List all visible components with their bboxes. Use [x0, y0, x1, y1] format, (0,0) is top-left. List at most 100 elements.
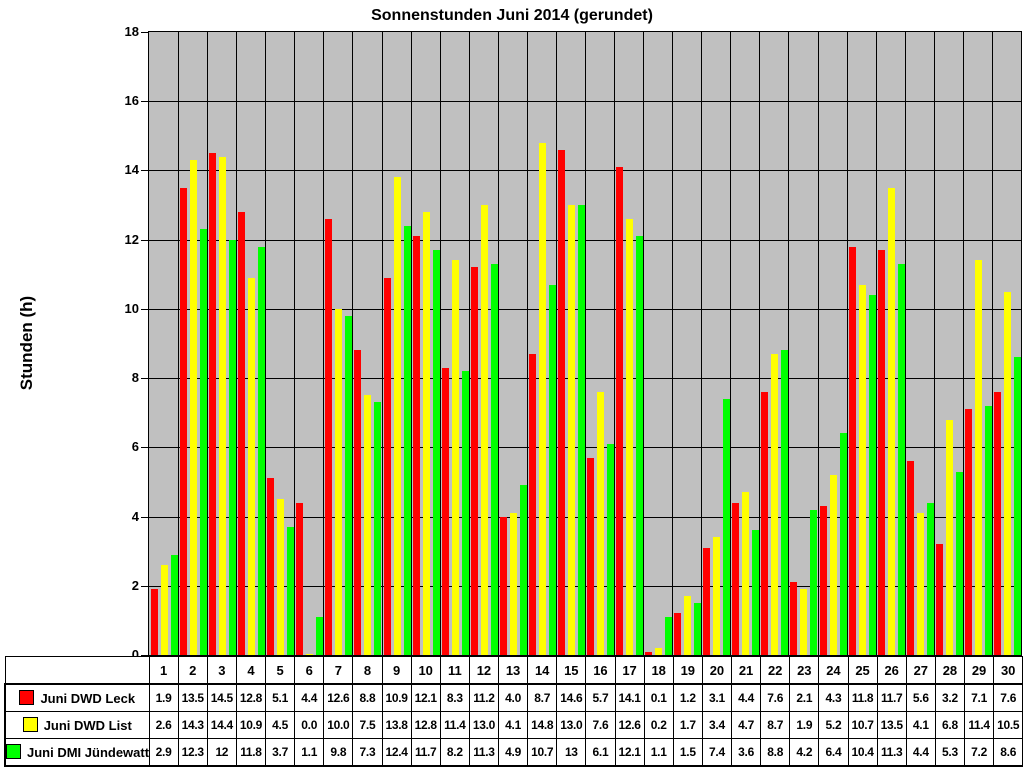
- value-cell: 4.5: [264, 711, 296, 739]
- day-header-cell: 19: [672, 656, 703, 685]
- bar-juendewatt-day-1: [171, 555, 178, 655]
- bar-leck-day-4: [238, 212, 245, 655]
- bar-leck-day-18: [645, 652, 652, 655]
- day-header-cell: 29: [963, 656, 995, 685]
- legend-label: Juni DWD Leck: [40, 691, 136, 706]
- bar-leck-day-10: [413, 236, 420, 655]
- series-row: Juni DWD Leck 1.9 13.5 14.5 12.8 5.1 4.4 12.6 8.…: [4, 683, 1024, 712]
- bar-leck-day-3: [209, 153, 216, 655]
- day-header-cell: 2: [177, 656, 208, 685]
- bar-list-day-17: [626, 219, 633, 655]
- value-cell: 1.2: [672, 683, 703, 712]
- day-header-cell: 21: [730, 656, 762, 685]
- bar-leck-day-28: [936, 544, 943, 655]
- value-cell: 5.3: [934, 738, 966, 767]
- gridline-vertical: [498, 32, 499, 655]
- chart-title: Sonnenstunden Juni 2014 (gerundet): [371, 7, 653, 24]
- bar-list-day-20: [713, 537, 720, 655]
- bar-list-day-3: [219, 157, 226, 655]
- value-cell: 1.1: [294, 738, 325, 767]
- value-cell: 4.1: [497, 711, 529, 739]
- bar-juendewatt-day-13: [520, 485, 527, 655]
- day-header-cell: 8: [352, 656, 383, 685]
- value-cell: 4.4: [294, 683, 325, 712]
- bar-juendewatt-day-16: [607, 444, 614, 655]
- legend-color-swatch-leck: [19, 690, 35, 705]
- value-cell: 10.0: [323, 711, 354, 739]
- bar-leck-day-5: [267, 478, 274, 655]
- bar-list-day-30: [1004, 292, 1011, 655]
- value-cell: 7.2: [963, 738, 995, 767]
- gridline-vertical: [730, 32, 731, 655]
- bar-list-day-16: [597, 392, 604, 655]
- value-cell: 3.2: [934, 683, 966, 712]
- value-cell: 12.1: [614, 738, 645, 767]
- value-cell: 1.9: [148, 683, 179, 712]
- value-cell: 10.7: [847, 711, 878, 739]
- value-cell: 2.9: [148, 738, 179, 767]
- gridline-vertical: [411, 32, 412, 655]
- value-cell: 11.8: [235, 738, 267, 767]
- y-axis-tick: [141, 517, 148, 518]
- bar-list-day-5: [277, 499, 284, 655]
- bar-list-day-23: [800, 589, 807, 655]
- day-header-cell: 3: [206, 656, 237, 685]
- bar-juendewatt-day-21: [752, 530, 759, 655]
- bar-leck-day-29: [965, 409, 972, 655]
- bar-leck-day-13: [500, 517, 507, 655]
- bar-leck-day-22: [761, 392, 768, 655]
- value-cell: 1.5: [672, 738, 703, 767]
- bar-juendewatt-day-3: [229, 240, 236, 655]
- legend-color-swatch-juendewatt: [7, 744, 21, 759]
- y-axis-tick-label: 2: [131, 578, 139, 593]
- table-corner-spacer: [4, 656, 150, 685]
- bar-list-day-26: [888, 188, 895, 655]
- value-cell: 12: [206, 738, 237, 767]
- day-header-row: 1 2 3 4 5 6 7 8 9 10 11 12 13 14 15 16 17 18 19 20 21 22 23 24 2…: [4, 656, 1024, 685]
- value-cell: 4.0: [497, 683, 529, 712]
- value-cell: 9.8: [323, 738, 354, 767]
- y-axis-tick: [141, 655, 148, 656]
- day-header-cell: 14: [527, 656, 558, 685]
- value-cell: 11.2: [468, 683, 500, 712]
- legend-label: Juni DMI Jündewatt: [27, 745, 149, 760]
- value-cell: 14.6: [556, 683, 587, 712]
- value-cell: 4.9: [497, 738, 529, 767]
- value-cell: 4.7: [730, 711, 762, 739]
- value-cell: 12.6: [323, 683, 354, 712]
- y-axis-tick-label: 16: [124, 93, 139, 108]
- y-axis-tick-label: 4: [131, 509, 139, 524]
- bar-list-day-14: [539, 143, 546, 655]
- bar-list-day-1: [161, 565, 168, 655]
- value-cell: 10.5: [993, 711, 1024, 739]
- value-cell: 3.7: [264, 738, 296, 767]
- value-cell: 8.2: [439, 738, 470, 767]
- bar-leck-day-2: [180, 188, 187, 655]
- day-header-cell: 24: [818, 656, 849, 685]
- gridline-vertical: [265, 32, 266, 655]
- bar-leck-day-12: [471, 267, 478, 655]
- gridline-vertical: [352, 32, 353, 655]
- day-header-cell: 28: [934, 656, 966, 685]
- value-cell: 4.4: [905, 738, 936, 767]
- value-cell: 3.6: [730, 738, 762, 767]
- gridline-vertical: [788, 32, 789, 655]
- y-axis-tick: [141, 586, 148, 587]
- bar-leck-day-17: [616, 167, 623, 655]
- bar-juendewatt-day-30: [1014, 357, 1021, 655]
- value-cell: 12.4: [381, 738, 412, 767]
- value-cell: 13.8: [381, 711, 412, 739]
- value-cell: 8.7: [527, 683, 558, 712]
- gridline-vertical: [382, 32, 383, 655]
- bar-list-day-12: [481, 205, 488, 655]
- value-cell: 4.1: [905, 711, 936, 739]
- gridline-vertical: [992, 32, 993, 655]
- bar-juendewatt-day-9: [404, 226, 411, 655]
- day-header-cell: 26: [876, 656, 907, 685]
- day-header-cell: 5: [264, 656, 296, 685]
- y-axis-tick-label: 10: [124, 301, 139, 316]
- value-cell: 12.6: [614, 711, 645, 739]
- value-cell: 11.4: [439, 711, 470, 739]
- value-cell: 12.1: [410, 683, 441, 712]
- gridline-vertical: [323, 32, 324, 655]
